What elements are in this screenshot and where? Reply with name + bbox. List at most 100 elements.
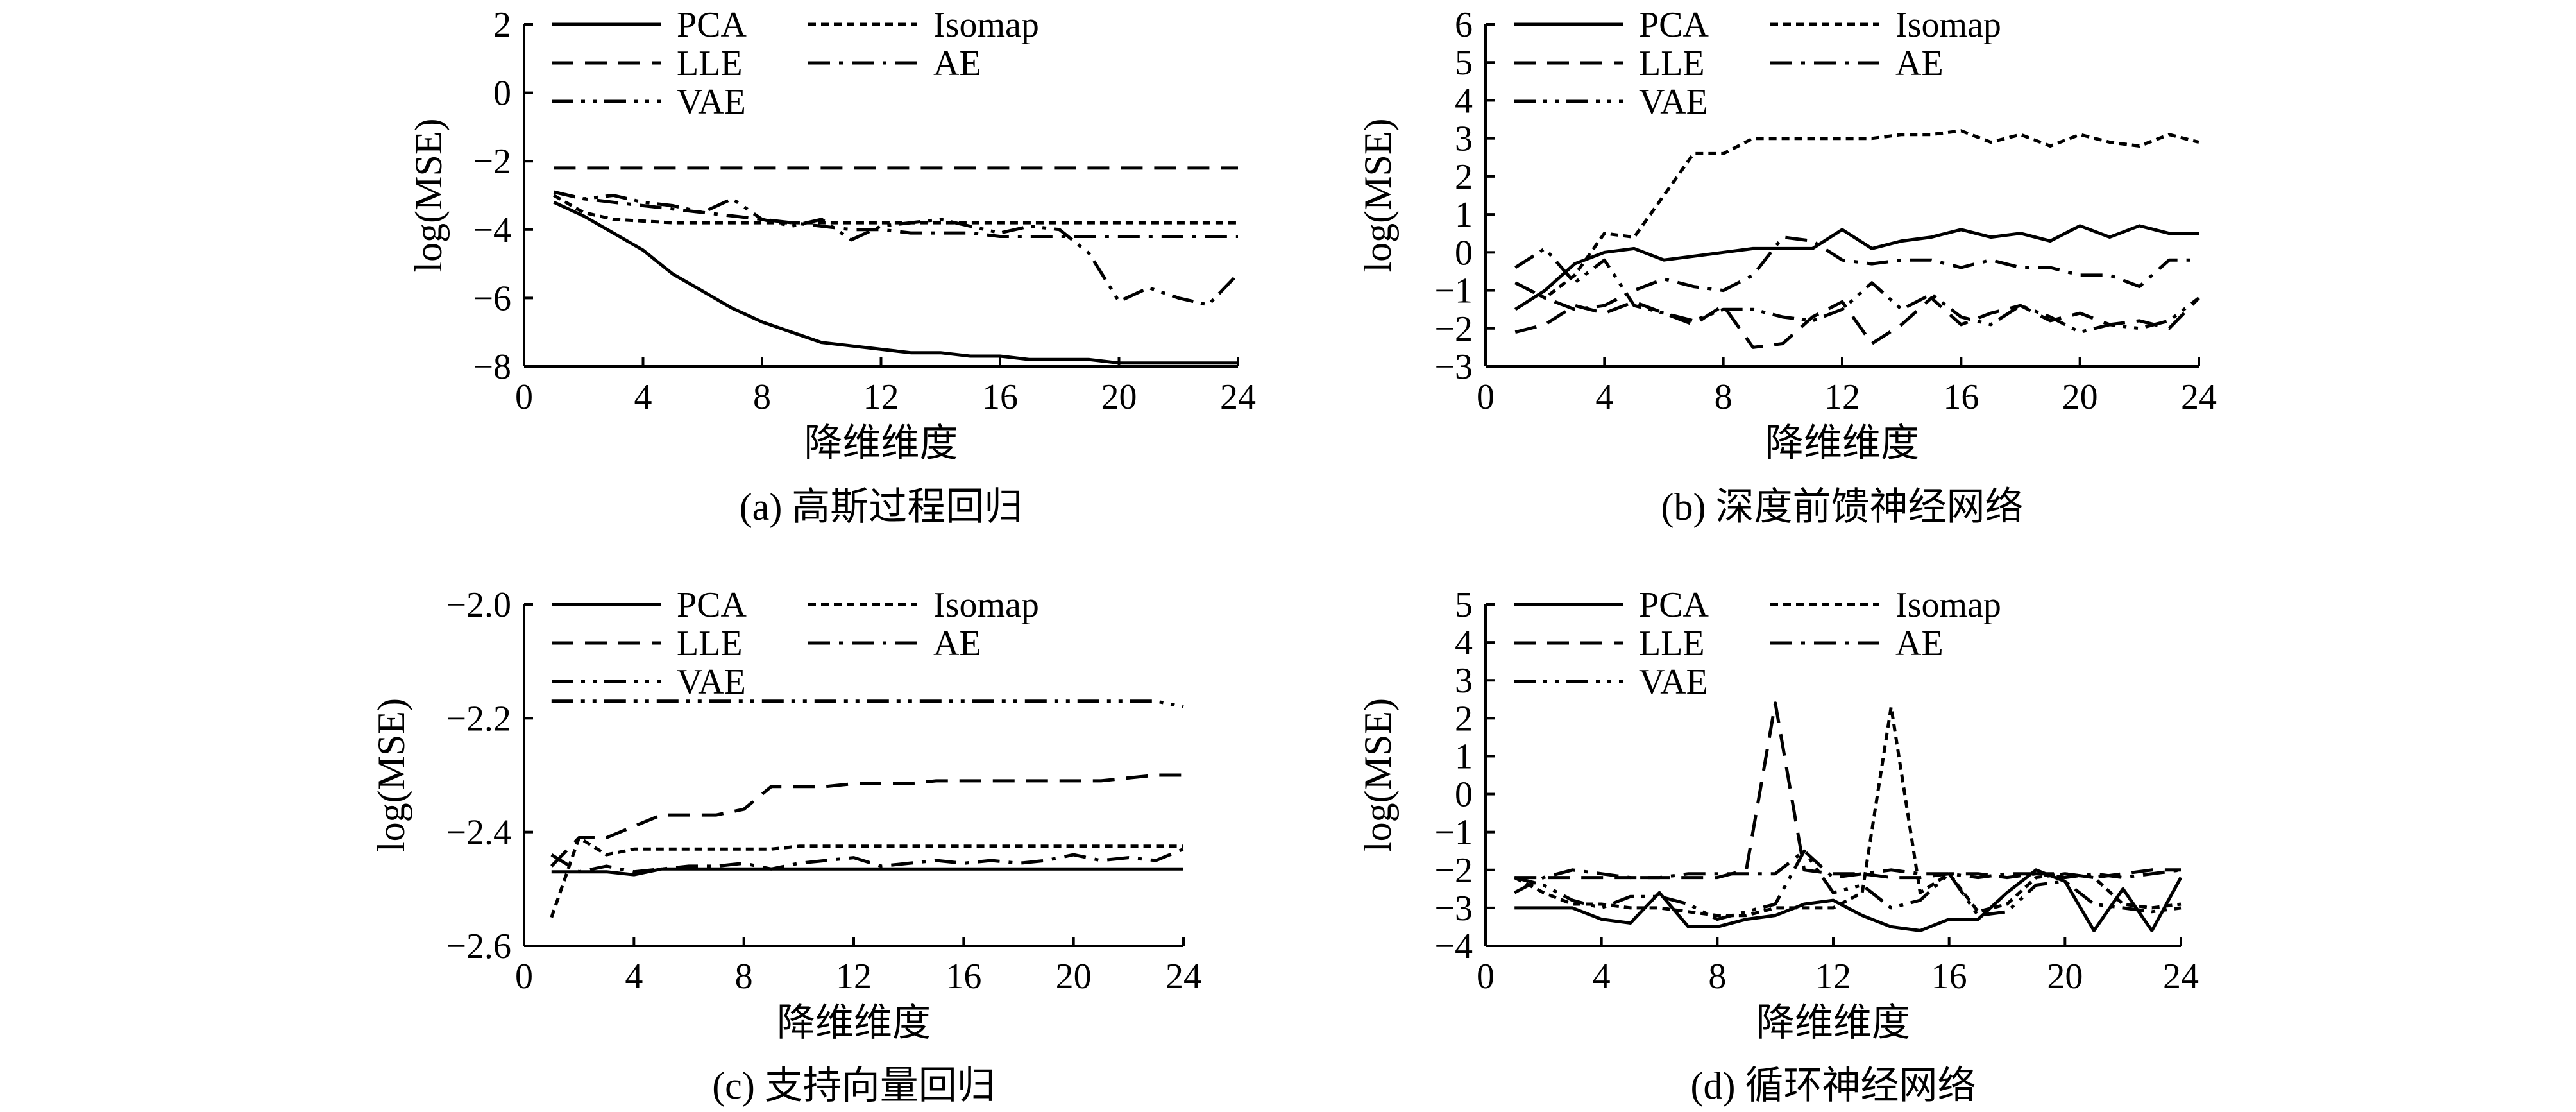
series-line-ae: [1514, 235, 2199, 311]
legend: PCA Isomap LLE AE VAE: [1514, 5, 2001, 122]
x-tick-label: 4: [634, 377, 652, 417]
x-axis-label: 降维维度: [804, 422, 958, 465]
legend-label-lle: LLE: [677, 624, 743, 663]
y-tick-label: −1: [1434, 271, 1473, 311]
x-tick-label: 8: [1708, 957, 1726, 997]
x-tick-label: 16: [1943, 377, 1979, 417]
y-tick-label: −2.0: [446, 585, 511, 625]
y-tick-label: −6: [473, 278, 511, 318]
y-tick-label: 5: [1455, 43, 1473, 83]
panel-caption: (b) 深度前馈神经网络: [1661, 486, 2024, 528]
series-line-vae: [551, 699, 1184, 709]
series-line-ae: [1514, 849, 2182, 894]
x-axis-label: 降维维度: [1765, 422, 1919, 465]
y-tick-label: 1: [1455, 737, 1473, 776]
x-tick-label: 12: [863, 377, 899, 417]
legend: PCA Isomap LLE AE VAE: [552, 5, 1039, 122]
series-line-lle: [550, 773, 1183, 868]
legend-label-vae: VAE: [1639, 82, 1708, 122]
x-tick-label: 8: [735, 957, 753, 997]
y-tick-label: −4: [1434, 927, 1473, 966]
legend-label-pca: PCA: [1639, 585, 1709, 625]
x-tick-label: 8: [753, 377, 771, 417]
panel-caption: (c) 支持向量回归: [712, 1065, 996, 1107]
series-line-ae: [550, 847, 1184, 874]
legend-label-pca: PCA: [1639, 5, 1709, 45]
legend-label-isomap: Isomap: [933, 5, 1039, 45]
series-line-ae: [553, 190, 1238, 238]
x-tick-label: 16: [982, 377, 1018, 417]
series-line-isomap: [1514, 705, 2182, 918]
y-tick-label: 1: [1455, 195, 1473, 235]
x-tick-label: 24: [1165, 957, 1201, 997]
legend-label-ae: AE: [933, 624, 981, 663]
x-axis-label: 降维维度: [1756, 1002, 1910, 1044]
series-line-pca: [551, 867, 1183, 877]
x-tick-label: 8: [1715, 377, 1733, 417]
x-tick-label: 24: [2181, 377, 2217, 417]
series-line-isomap: [550, 836, 1183, 918]
legend-label-lle: LLE: [1639, 44, 1705, 83]
x-tick-label: 16: [945, 957, 981, 997]
legend-label-isomap: Isomap: [1895, 5, 2001, 45]
legend-label-isomap: Isomap: [1895, 585, 2001, 625]
y-tick-label: −2.2: [446, 699, 511, 739]
series-line-vae: [553, 190, 1239, 307]
y-axis-label: log(MSE): [1357, 698, 1399, 852]
y-tick-label: 3: [1455, 661, 1473, 701]
legend-label-pca: PCA: [677, 5, 747, 45]
legend-label-ae: AE: [1895, 624, 1944, 663]
chart-panel-4: 0 4 8 12 16 20 24543210−1−2−3−4降维维度log(MSE)(d)…: [1357, 585, 2199, 1107]
series-line-lle: [1514, 701, 2181, 880]
series-line-pca: [1514, 224, 2199, 311]
chart-panel-2: 0 4 8 12 16 20 246543210−1−2−3降维维度log(MSE)(b) …: [1357, 5, 2217, 528]
x-tick-label: 4: [625, 957, 643, 997]
y-tick-label: −3: [1434, 889, 1473, 928]
legend-label-vae: VAE: [1639, 662, 1708, 702]
x-tick-label: 20: [1056, 957, 1092, 997]
legend-label-lle: LLE: [1639, 624, 1705, 663]
y-tick-label: −2: [1434, 851, 1473, 891]
legend-label-pca: PCA: [677, 585, 747, 625]
panel-caption: (a) 高斯过程回归: [740, 486, 1023, 528]
y-tick-label: −4: [473, 210, 511, 250]
y-tick-label: 2: [1455, 699, 1473, 739]
y-tick-label: 5: [1455, 585, 1473, 625]
y-tick-label: 4: [1455, 81, 1473, 121]
y-tick-label: −2: [1434, 309, 1473, 349]
y-tick-label: 2: [493, 5, 511, 45]
legend-label-vae: VAE: [677, 662, 746, 702]
x-tick-label: 0: [515, 957, 533, 997]
y-axis-label: log(MSE): [1357, 119, 1399, 273]
series-line-vae: [1514, 849, 2182, 921]
x-tick-label: 20: [2062, 377, 2098, 417]
legend: PCA Isomap LLE AE VAE: [1514, 585, 2001, 702]
y-tick-label: 0: [1455, 775, 1473, 815]
x-tick-label: 4: [1595, 377, 1613, 417]
x-tick-label: 0: [515, 377, 533, 417]
series-line-isomap: [1514, 129, 2199, 300]
x-tick-label: 16: [1931, 957, 1967, 997]
series-line-vae: [1514, 246, 2200, 334]
y-tick-label: 2: [1455, 157, 1473, 197]
legend-label-ae: AE: [1895, 44, 1944, 83]
y-tick-label: 0: [1455, 233, 1473, 273]
legend-label-isomap: Isomap: [933, 585, 1039, 625]
x-tick-label: 20: [2047, 957, 2083, 997]
y-tick-label: −2.6: [446, 927, 511, 966]
y-axis-label: log(MSE): [370, 698, 412, 852]
y-tick-label: 6: [1455, 5, 1473, 45]
x-axis-label: 降维维度: [777, 1002, 931, 1044]
y-axis-label: log(MSE): [407, 119, 450, 273]
y-tick-label: −2: [473, 142, 511, 182]
legend-label-lle: LLE: [677, 44, 743, 83]
series-line-pca: [553, 200, 1238, 365]
y-tick-label: 3: [1455, 119, 1473, 159]
x-tick-label: 0: [1477, 957, 1495, 997]
series-line-isomap: [553, 194, 1238, 225]
legend: PCA Isomap LLE AE VAE: [552, 585, 1039, 702]
legend-label-ae: AE: [933, 44, 981, 83]
x-tick-label: 20: [1101, 377, 1137, 417]
